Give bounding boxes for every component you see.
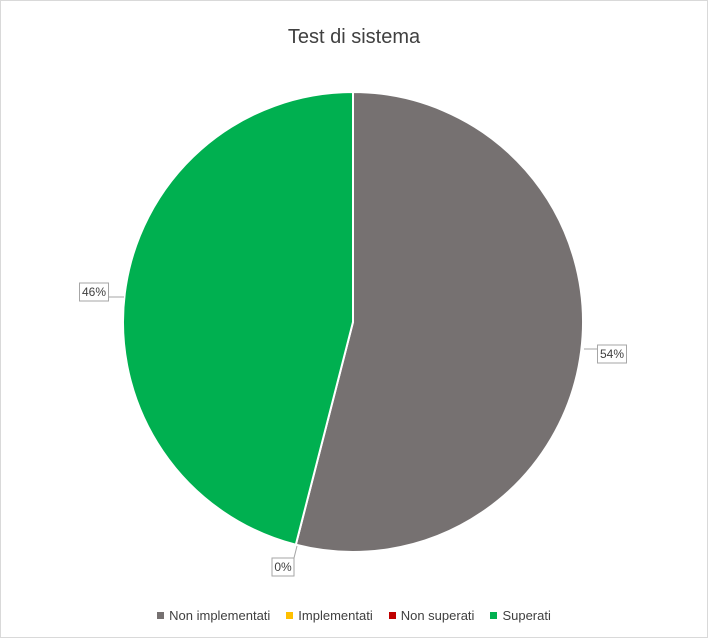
legend-label-superati: Superati [502,608,551,623]
legend-item-implementati: Implementati [286,608,373,623]
legend-item-superati: Superati [490,608,551,623]
legend-swatch-non-implementati [157,612,165,619]
data-label-leader-implementati [293,545,298,559]
data-label-box-non-implementati [597,344,627,364]
legend-label-non-implementati: Non implementati [169,608,271,623]
legend-swatch-superati [490,612,498,619]
data-label-non-implementati: 54% [600,347,624,361]
data-label-implementati: 0% [274,560,292,574]
legend-item-non-superati: Non superati [388,608,475,623]
pie-slice-non-implementati [294,90,584,553]
legend: Non implementati Implementati Non supera… [0,608,708,623]
legend-swatch-non-superati [388,612,396,619]
data-label-box-superati [79,282,109,302]
data-label-superati: 46% [82,285,106,299]
legend-label-non-superati: Non superati [400,608,475,623]
legend-swatch-implementati [286,612,294,619]
chart-title: Test di sistema [287,26,421,48]
legend-item-non-implementati: Non implementati [157,608,270,623]
legend-label-implementati: Implementati [298,608,373,623]
data-label-box-implementati [271,557,295,577]
pie-slice-superati [122,90,354,546]
